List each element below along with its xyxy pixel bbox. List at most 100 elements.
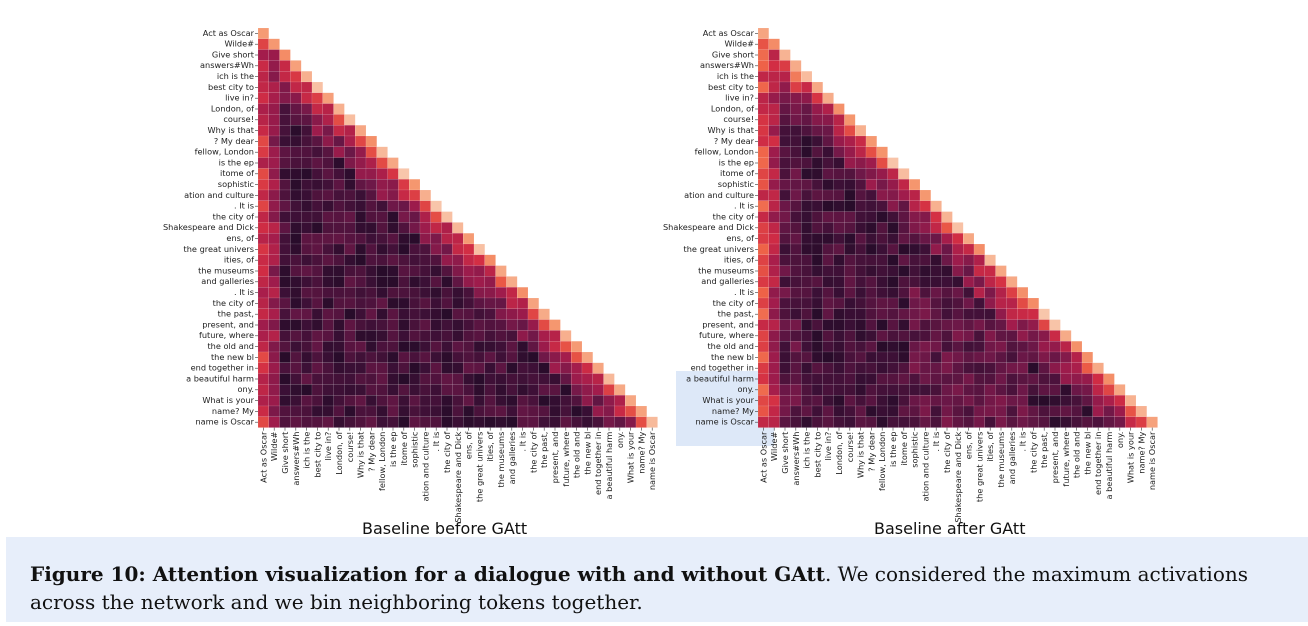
x-tick-label: name? My [1136, 431, 1146, 473]
x-tick-label: . It is [431, 432, 441, 452]
heatmap-cell [257, 124, 270, 137]
heatmap-cell [344, 265, 356, 277]
heatmap-cell [757, 211, 770, 223]
heatmap-cell [463, 362, 475, 374]
y-tick-label: the past, [718, 309, 754, 319]
heatmap-cell [376, 265, 388, 277]
heatmap-cell [268, 319, 280, 331]
heatmap-cell [301, 405, 313, 418]
heatmap-cell [1027, 373, 1040, 385]
heatmap-cell [876, 254, 888, 266]
y-tick-label: end together in [691, 363, 754, 373]
heatmap-cell [333, 297, 345, 310]
heatmap-cell [257, 319, 270, 331]
heatmap-cell [973, 287, 986, 299]
heatmap-cell [844, 232, 856, 245]
heatmap-cell [355, 330, 367, 342]
heatmap-cell [800, 362, 813, 374]
heatmap-cell [1103, 395, 1115, 407]
heatmap-cell [757, 276, 770, 288]
heatmap-cell [484, 373, 496, 385]
heatmap-cell [876, 276, 888, 288]
y-tick-label: . It is [734, 201, 754, 211]
heatmap-cell [257, 308, 270, 320]
heatmap-cell [398, 341, 410, 353]
heatmap-cell [887, 373, 899, 385]
heatmap-cell [614, 395, 626, 407]
y-tick-label: end together in [191, 363, 254, 373]
heatmap-cell [463, 384, 475, 396]
heatmap-cell [865, 297, 878, 310]
heatmap-cell [322, 330, 334, 342]
heatmap-cell [355, 351, 367, 364]
heatmap-cell [538, 319, 550, 331]
panel-subtitle-before: Baseline before GAtt [362, 519, 528, 538]
heatmap-cell [930, 416, 942, 428]
heatmap-cell [865, 319, 878, 331]
heatmap-cell [811, 222, 824, 234]
heatmap-cell [463, 308, 475, 320]
heatmap-cell [800, 222, 813, 234]
heatmap-cell [495, 330, 507, 342]
heatmap-cell [257, 92, 270, 104]
heatmap-cell [908, 211, 921, 223]
heatmap-cell [301, 232, 313, 245]
heatmap-cell [768, 362, 780, 374]
heatmap-cell [311, 297, 324, 310]
heatmap-cell [854, 351, 867, 364]
heatmap-cell [973, 341, 986, 353]
x-tick-label: is the ep [388, 432, 398, 467]
heatmap-cell [995, 351, 1007, 364]
heatmap-cell [441, 297, 453, 310]
heatmap-cell [1081, 384, 1094, 396]
x-tick-label: is the ep [888, 432, 898, 467]
heatmap-cell [279, 49, 291, 61]
heatmap-cell [365, 330, 378, 342]
heatmap-cell [963, 287, 975, 299]
y-tick-label: the past, [218, 309, 254, 319]
heatmap-cell [973, 351, 986, 364]
heatmap-cell [419, 362, 432, 374]
heatmap-cell [301, 70, 313, 83]
heatmap-cell [973, 416, 986, 428]
heatmap-cell [941, 243, 953, 256]
heatmap-cell [614, 384, 626, 396]
heatmap-cell [854, 330, 867, 342]
heatmap-cell [365, 265, 378, 277]
heatmap-cell [387, 341, 399, 353]
heatmap-cell [790, 254, 802, 266]
heatmap-cell [768, 189, 780, 202]
heatmap-cell [833, 103, 845, 115]
heatmap-cell [973, 395, 986, 407]
heatmap-cell [268, 81, 280, 94]
heatmap-cell [844, 287, 856, 299]
heatmap-cell [833, 373, 845, 385]
heatmap-cell [430, 416, 442, 428]
figure-caption: Figure 10: Attention visualization for a… [30, 560, 1300, 616]
x-tick-label: future, where [1061, 432, 1071, 487]
heatmap-cell [506, 308, 518, 320]
heatmap-cell [430, 341, 442, 353]
heatmap-cell [311, 178, 324, 191]
y-tick-label: Wilde# [224, 39, 254, 49]
heatmap-cell [257, 362, 270, 374]
heatmap-cell [995, 287, 1007, 299]
heatmap-cell [952, 319, 964, 331]
heatmap-cell [409, 265, 421, 277]
heatmap-cell [908, 395, 921, 407]
heatmap-cell [398, 276, 410, 288]
heatmap-cell [908, 200, 921, 212]
heatmap-cell [409, 330, 421, 342]
heatmap-cell [355, 319, 367, 331]
heatmap-cell [268, 114, 280, 126]
heatmap-cell [995, 297, 1007, 310]
heatmap-cell [527, 341, 540, 353]
y-tick-label: Give short [712, 49, 755, 59]
heatmap-cell [344, 178, 356, 191]
x-tick-label: course! [845, 432, 855, 463]
heatmap-cell [571, 373, 583, 385]
heatmap-cell [571, 395, 583, 407]
heatmap-cell [452, 395, 464, 407]
heatmap-cell [419, 319, 432, 331]
